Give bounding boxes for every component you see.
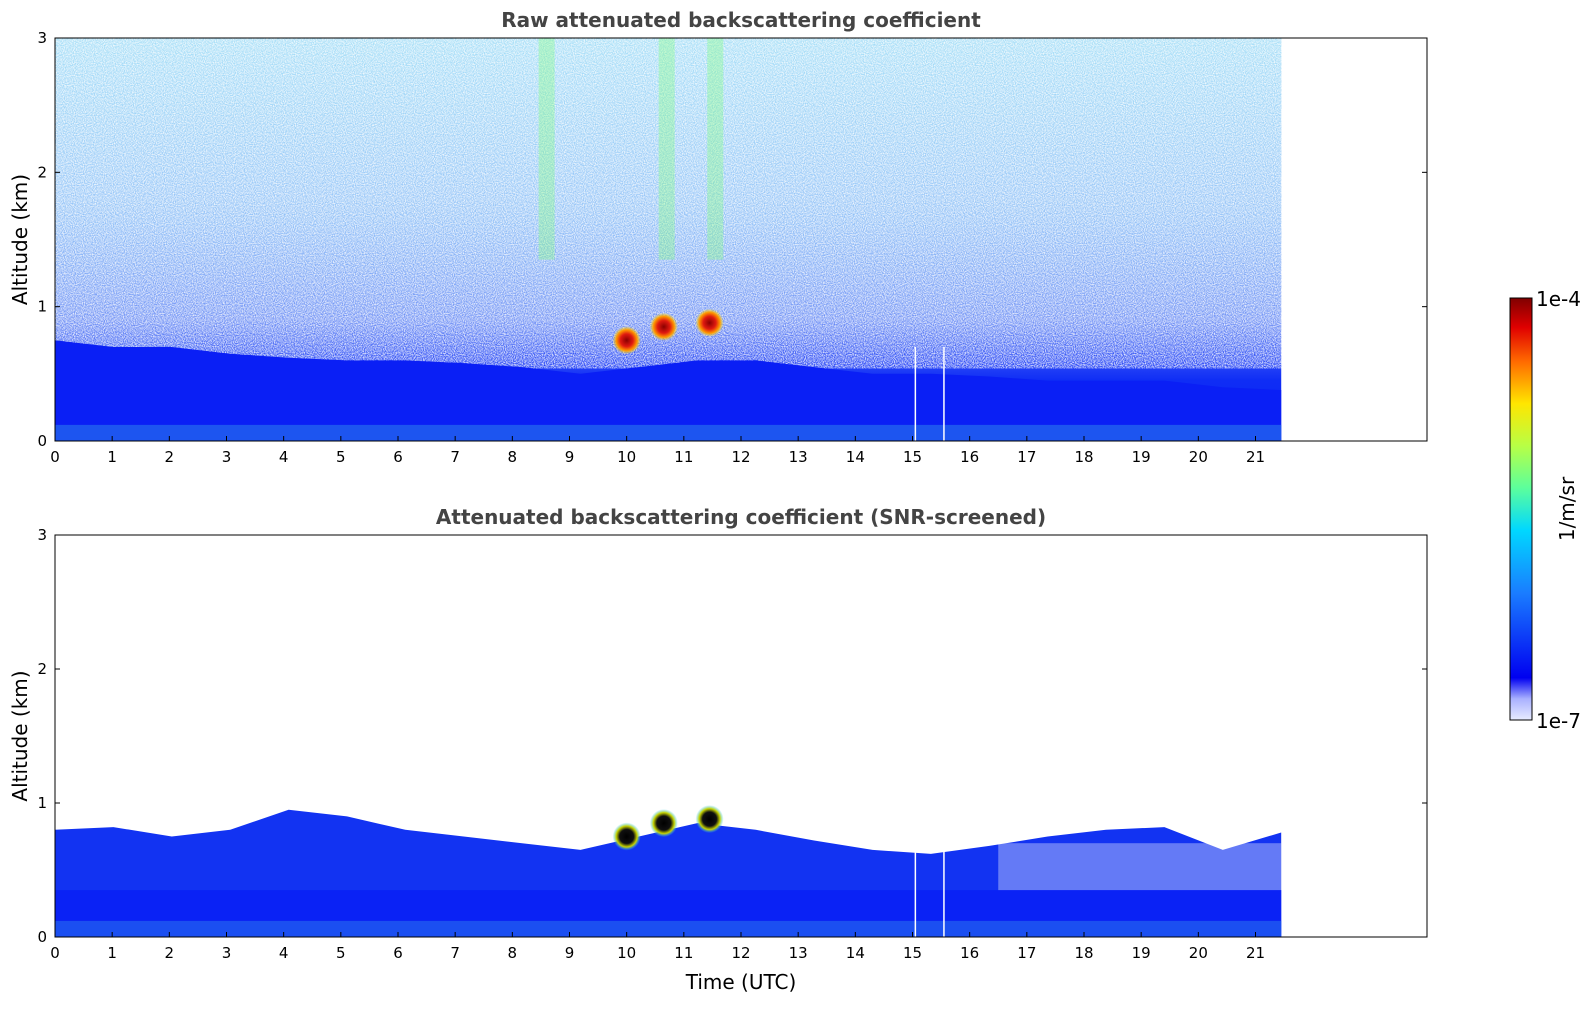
x-axis-label: Time (UTC) xyxy=(685,970,797,994)
colorbar-max-label: 1e-4 xyxy=(1536,287,1581,311)
sparse-region xyxy=(998,843,1282,891)
x-tick-label: 15 xyxy=(903,448,922,466)
x-tick-label: 21 xyxy=(1246,944,1265,962)
x-tick-label: 14 xyxy=(846,944,865,962)
x-tick-label: 2 xyxy=(165,944,175,962)
x-tick-label: 6 xyxy=(393,944,403,962)
x-tick-label: 19 xyxy=(1132,448,1151,466)
x-tick-label: 12 xyxy=(731,448,750,466)
x-tick-label: 3 xyxy=(222,448,232,466)
y-tick-label: 1 xyxy=(37,794,47,812)
x-tick-label: 1 xyxy=(107,448,117,466)
x-tick-label: 8 xyxy=(508,944,518,962)
x-tick-label: 11 xyxy=(674,448,693,466)
x-tick-label: 18 xyxy=(1074,944,1093,962)
cloud-feature xyxy=(612,822,641,851)
x-tick-label: 16 xyxy=(960,448,979,466)
y-tick-label: 2 xyxy=(37,163,47,181)
x-tick-label: 4 xyxy=(279,944,289,962)
x-tick-label: 12 xyxy=(731,944,750,962)
speckle-noise xyxy=(55,38,1282,369)
x-tick-label: 16 xyxy=(960,944,979,962)
colorbar: 1e-4 1e-7 1/m/sr xyxy=(1509,287,1581,733)
aerosol-streak xyxy=(538,38,555,260)
x-tick-label: 6 xyxy=(393,448,403,466)
x-tick-label: 5 xyxy=(336,944,346,962)
y-tick-label: 0 xyxy=(37,928,47,946)
x-tick-label: 10 xyxy=(617,448,636,466)
cloud-feature xyxy=(649,809,678,838)
y-tick-label: 1 xyxy=(37,298,47,316)
aerosol-streak xyxy=(707,38,724,260)
colorbar-unit-label: 1/m/sr xyxy=(1555,476,1579,541)
heatmap-area xyxy=(55,38,1282,441)
x-tick-label: 17 xyxy=(1017,944,1036,962)
surface-layer xyxy=(55,424,1282,441)
x-tick-label: 1 xyxy=(107,944,117,962)
x-tick-label: 20 xyxy=(1189,448,1208,466)
x-tick-label: 9 xyxy=(565,944,575,962)
x-tick-label: 8 xyxy=(508,448,518,466)
x-tick-label: 14 xyxy=(846,448,865,466)
x-tick-label: 13 xyxy=(789,944,808,962)
y-tick-label: 3 xyxy=(37,29,47,47)
panel-2: Attenuated backscattering coefficient (S… xyxy=(8,505,1428,994)
cloud-feature xyxy=(695,805,724,834)
aerosol-streak xyxy=(658,38,675,260)
chart-title: Attenuated backscattering coefficient (S… xyxy=(436,505,1046,529)
y-axis-label: Altitude (km) xyxy=(8,174,32,305)
surface-layer xyxy=(55,920,1282,937)
x-tick-label: 0 xyxy=(50,448,60,466)
x-tick-label: 17 xyxy=(1017,448,1036,466)
y-tick-label: 3 xyxy=(37,526,47,544)
x-tick-label: 4 xyxy=(279,448,289,466)
x-tick-label: 9 xyxy=(565,448,575,466)
x-tick-label: 13 xyxy=(789,448,808,466)
colorbar-min-label: 1e-7 xyxy=(1536,709,1581,733)
chart-title: Raw attenuated backscattering coefficien… xyxy=(501,8,981,32)
x-tick-label: 20 xyxy=(1189,944,1208,962)
cloud-feature xyxy=(695,308,724,337)
x-tick-label: 11 xyxy=(674,944,693,962)
x-tick-label: 7 xyxy=(450,944,460,962)
y-tick-label: 2 xyxy=(37,660,47,678)
x-tick-label: 18 xyxy=(1074,448,1093,466)
x-tick-label: 10 xyxy=(617,944,636,962)
y-axis-label: Altitude (km) xyxy=(8,670,32,801)
cloud-feature xyxy=(649,312,678,341)
x-tick-label: 7 xyxy=(450,448,460,466)
x-tick-label: 5 xyxy=(336,448,346,466)
x-tick-label: 2 xyxy=(165,448,175,466)
x-tick-label: 21 xyxy=(1246,448,1265,466)
y-tick-label: 0 xyxy=(37,432,47,450)
x-tick-label: 15 xyxy=(903,944,922,962)
x-tick-label: 19 xyxy=(1132,944,1151,962)
panel-1: Raw attenuated backscattering coefficien… xyxy=(8,8,1428,466)
cloud-feature xyxy=(612,326,641,355)
boundary-layer xyxy=(55,340,1282,441)
x-tick-label: 0 xyxy=(50,944,60,962)
colorbar-scale xyxy=(1509,297,1533,721)
heatmap-area xyxy=(55,805,1282,937)
x-tick-label: 3 xyxy=(222,944,232,962)
